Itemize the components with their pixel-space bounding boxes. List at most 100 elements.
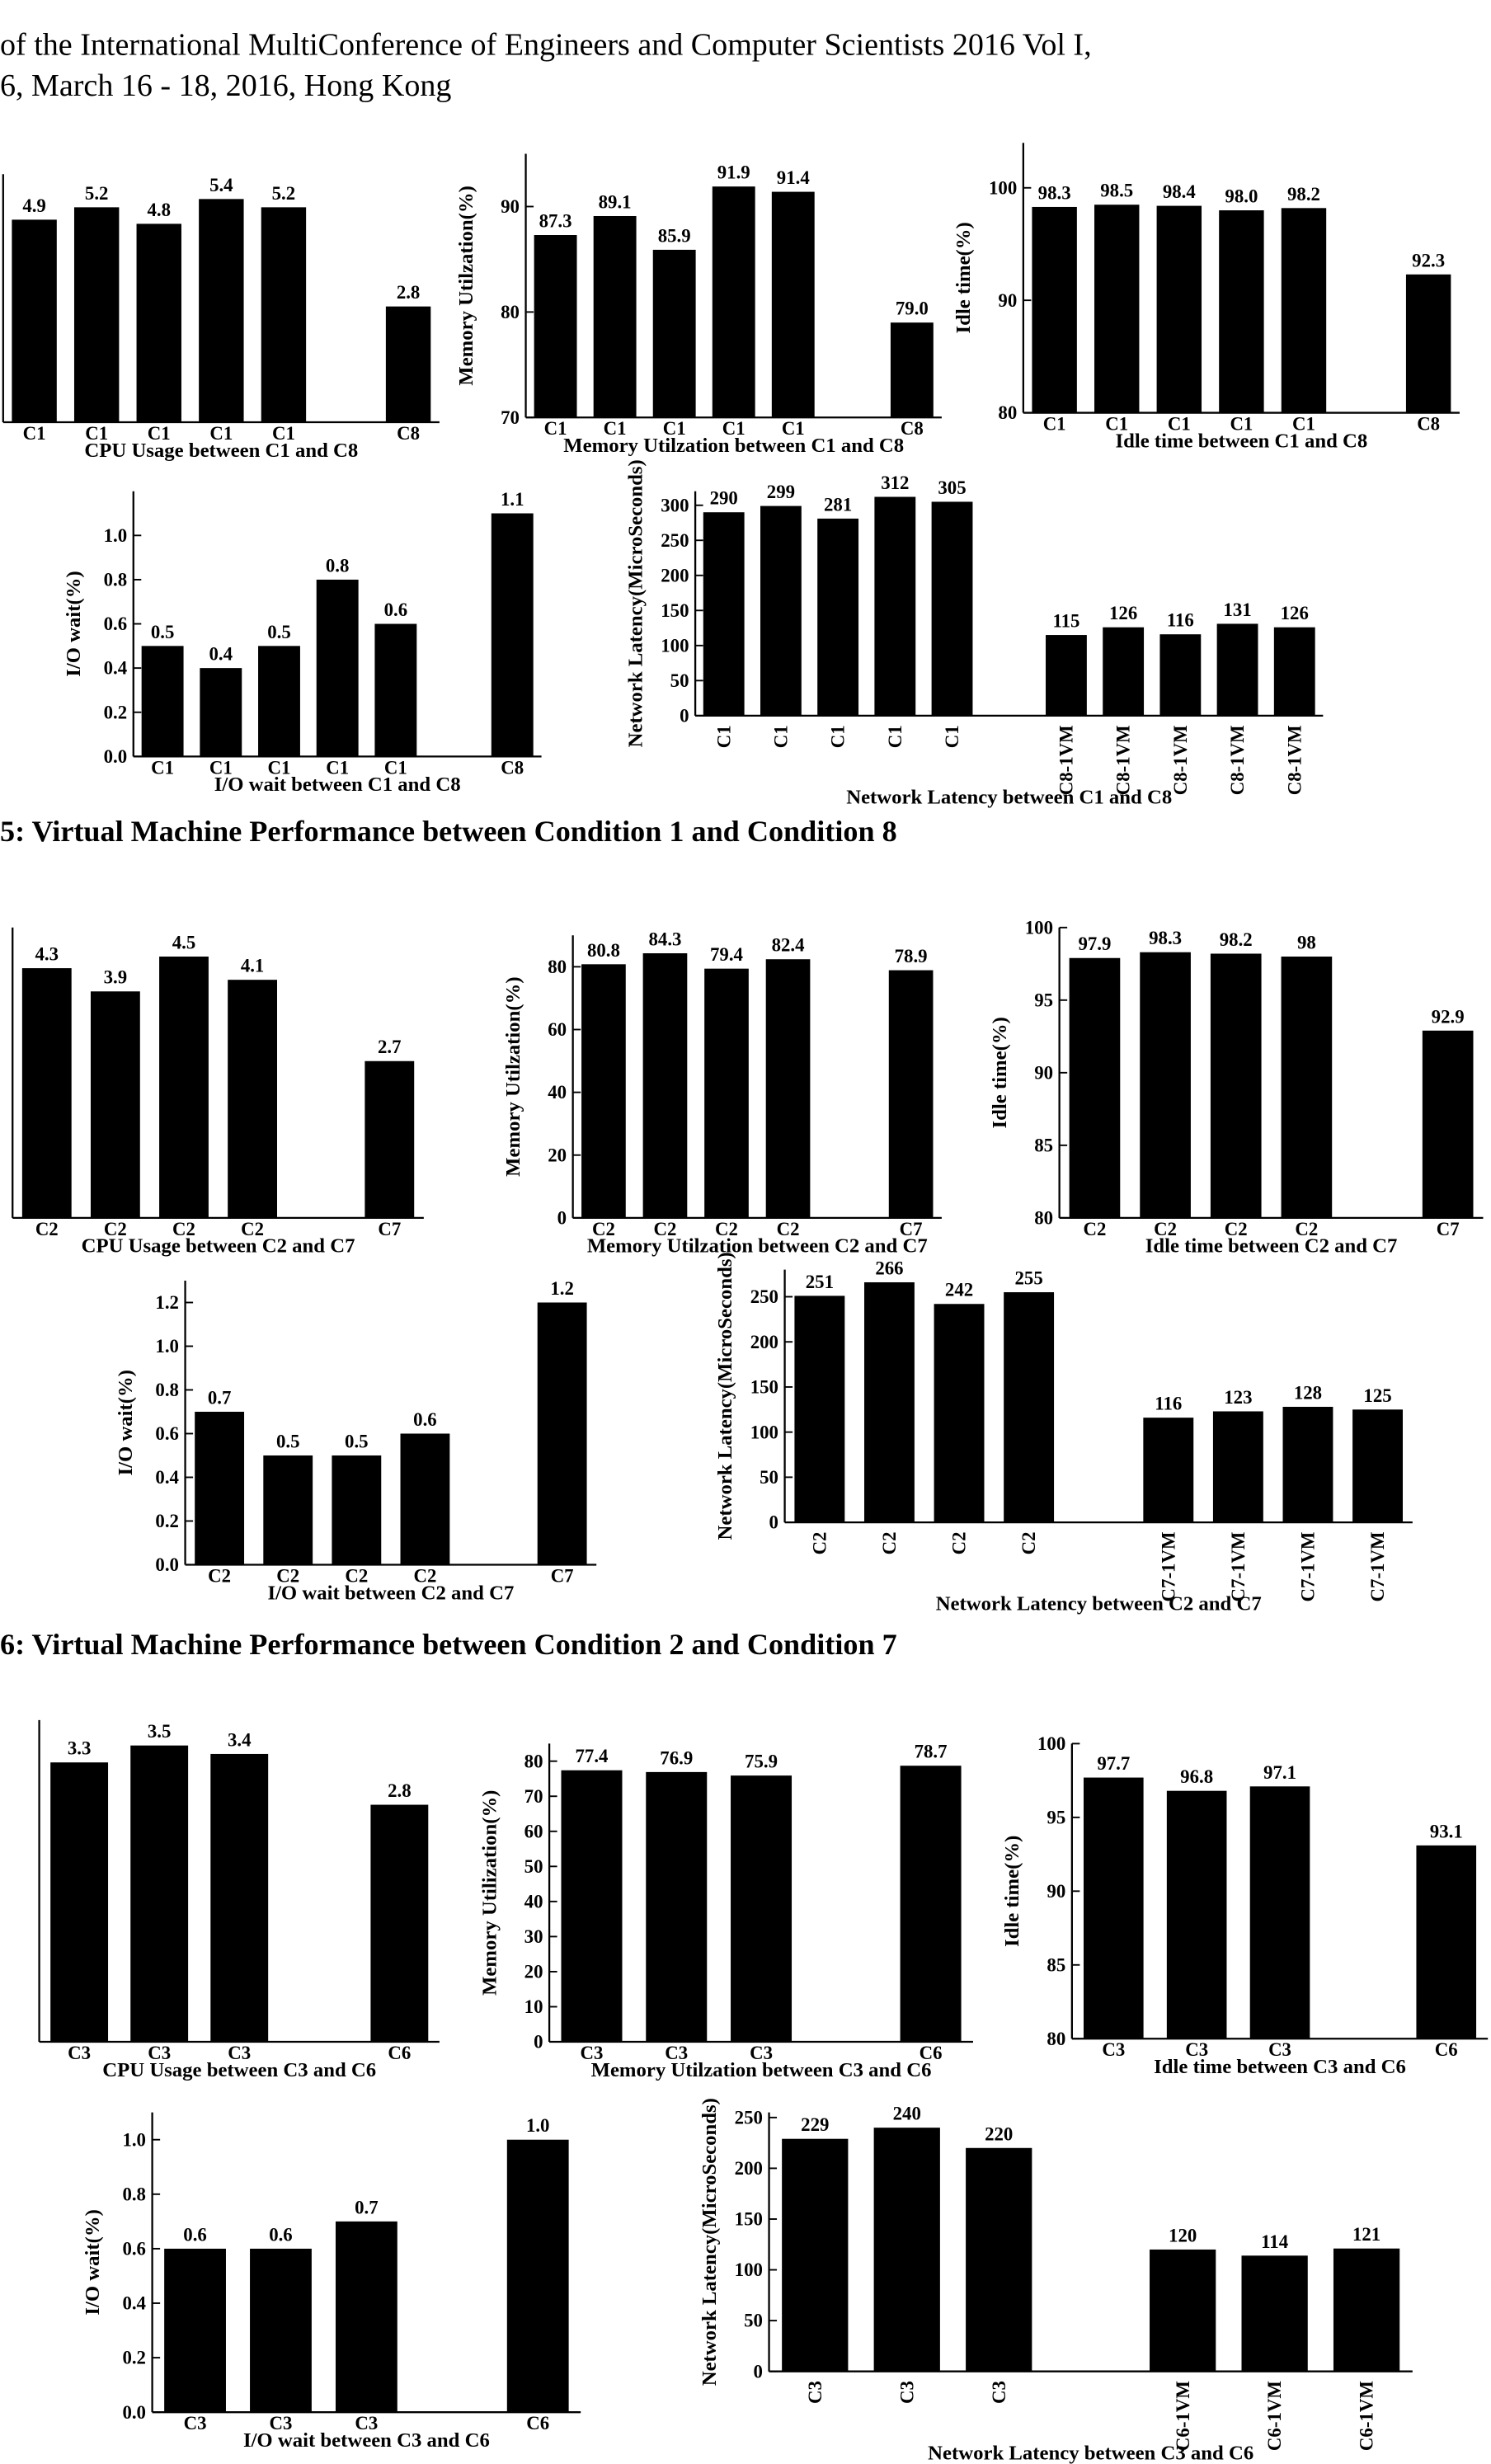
x-axis-label: I/O wait between C2 and C7 [267, 1582, 514, 1604]
bar [1216, 623, 1258, 716]
value-label: 92.3 [1412, 250, 1445, 270]
value-label: 2.8 [388, 1780, 412, 1801]
bar [1166, 1790, 1227, 2039]
value-label: 89.1 [599, 191, 632, 212]
value-label: 4.1 [241, 956, 265, 976]
bar-chart: 0 50 100 150 200 250 C3 229 C3 240 C3 220 C6-1VM 120 C… [698, 2098, 1413, 2464]
x-tick-label: C1 [713, 725, 734, 748]
value-label: 98 [1297, 932, 1316, 952]
bar [561, 1770, 623, 2043]
y-tick-label: 250 [750, 1286, 778, 1307]
value-label: 305 [938, 477, 966, 498]
bar-chart: 80 85 90 95 100 C3 97.7 C3 96.8 C3 97.1 C6 93.1 Idle … [1001, 1733, 1489, 2078]
value-label: 281 [824, 494, 852, 515]
value-label: 79.0 [896, 299, 929, 319]
value-label: 242 [945, 1280, 973, 1300]
bar [370, 1804, 429, 2043]
bar [931, 501, 973, 716]
value-label: 0.5 [276, 1431, 300, 1451]
x-tick-label: C3 [896, 2381, 917, 2404]
x-axis-label: Memory Utilzation between C2 and C7 [587, 1235, 928, 1258]
bar [646, 1771, 708, 2043]
bar [864, 1281, 915, 1523]
x-tick-label: C3 [184, 2413, 207, 2433]
bar [335, 2221, 397, 2413]
bar [21, 968, 72, 1218]
bar [900, 1766, 962, 2043]
x-tick-label: C1 [1043, 413, 1066, 434]
x-tick-label: C1 [1168, 413, 1191, 434]
y-tick-label: 50 [760, 1467, 778, 1488]
bar [1159, 634, 1202, 716]
bar [365, 1060, 415, 1218]
value-label: 5.2 [85, 183, 109, 204]
value-label: 0.6 [413, 1409, 437, 1430]
bar [1219, 210, 1264, 413]
x-tick-label: C3 [1185, 2039, 1208, 2060]
value-label: 98.5 [1100, 181, 1133, 201]
x-tick-label: C2 [276, 1565, 299, 1586]
bar [1140, 952, 1191, 1218]
y-axis-label: I/O wait(%) [82, 2209, 104, 2315]
y-tick-label: 60 [548, 1019, 567, 1040]
value-label: 4.9 [22, 195, 46, 216]
x-tick-label: C1 [209, 423, 233, 444]
x-axis-label: Network Latency between C3 and C6 [928, 2442, 1253, 2464]
bar [258, 646, 300, 757]
x-tick-label: C2 [592, 1219, 615, 1239]
value-label: 3.4 [228, 1729, 252, 1750]
x-tick-label: C1 [1105, 413, 1128, 434]
value-label: 79.4 [710, 944, 743, 965]
y-tick-label: 60 [524, 1821, 543, 1841]
value-label: 91.9 [717, 162, 750, 183]
x-tick-label: C2 [1225, 1219, 1248, 1239]
bar [1143, 1418, 1194, 1523]
bar-chart: C1 4.9 C1 5.2 C1 4.8 C1 5.4 C1 5.2 C8 2.8 CPU Usage … [2, 174, 440, 462]
y-tick-label: 100 [989, 177, 1017, 198]
x-tick-label: C1 [942, 725, 962, 748]
y-tick-label: 100 [1025, 917, 1053, 938]
y-tick-label: 80 [524, 1751, 543, 1771]
bar [782, 2138, 849, 2372]
bar [136, 223, 181, 422]
value-label: 0.7 [355, 2197, 379, 2217]
value-label: 229 [801, 2114, 829, 2135]
bar [934, 1304, 985, 1523]
x-tick-label: C2 [1295, 1219, 1318, 1239]
bar [491, 513, 534, 757]
value-label: 251 [806, 1272, 834, 1292]
value-label: 115 [1052, 611, 1079, 632]
y-tick-label: 20 [524, 1962, 543, 1982]
x-tick-label: C1 [604, 418, 627, 439]
x-tick-label: C1 [326, 757, 349, 778]
value-label: 126 [1281, 603, 1309, 623]
value-label: 87.3 [539, 210, 572, 231]
bar [1352, 1409, 1404, 1523]
bar [385, 306, 431, 422]
x-tick-label: C1 [1292, 413, 1315, 434]
bar [794, 1295, 845, 1523]
y-tick-label: 1.0 [104, 525, 128, 546]
bar [1069, 957, 1121, 1218]
bar [130, 1745, 189, 2043]
bar [200, 668, 242, 757]
x-axis-label: Idle time between C3 and C6 [1154, 2056, 1406, 2078]
value-label: 78.9 [895, 946, 928, 966]
x-tick-label: C2 [345, 1565, 368, 1586]
x-axis-label: CPU Usage between C2 and C7 [82, 1235, 355, 1258]
x-tick-label: C7-1VM [1158, 1532, 1178, 1602]
bar [1004, 1292, 1055, 1523]
y-axis-label: Network Latency(MicroSeconds) [714, 1252, 736, 1540]
y-tick-label: 0 [769, 1512, 778, 1533]
x-tick-label: C1 [782, 418, 805, 439]
bar [1094, 205, 1140, 413]
value-label: 93.1 [1430, 1821, 1463, 1841]
y-tick-label: 85 [1047, 1954, 1065, 1975]
x-tick-label: C2 [1018, 1532, 1039, 1555]
value-label: 92.9 [1432, 1006, 1465, 1027]
value-label: 123 [1224, 1387, 1252, 1408]
x-axis-label: Memory Utilzation between C3 and C6 [591, 2059, 932, 2081]
x-tick-label: C1 [151, 757, 174, 778]
y-tick-label: 150 [750, 1377, 778, 1398]
